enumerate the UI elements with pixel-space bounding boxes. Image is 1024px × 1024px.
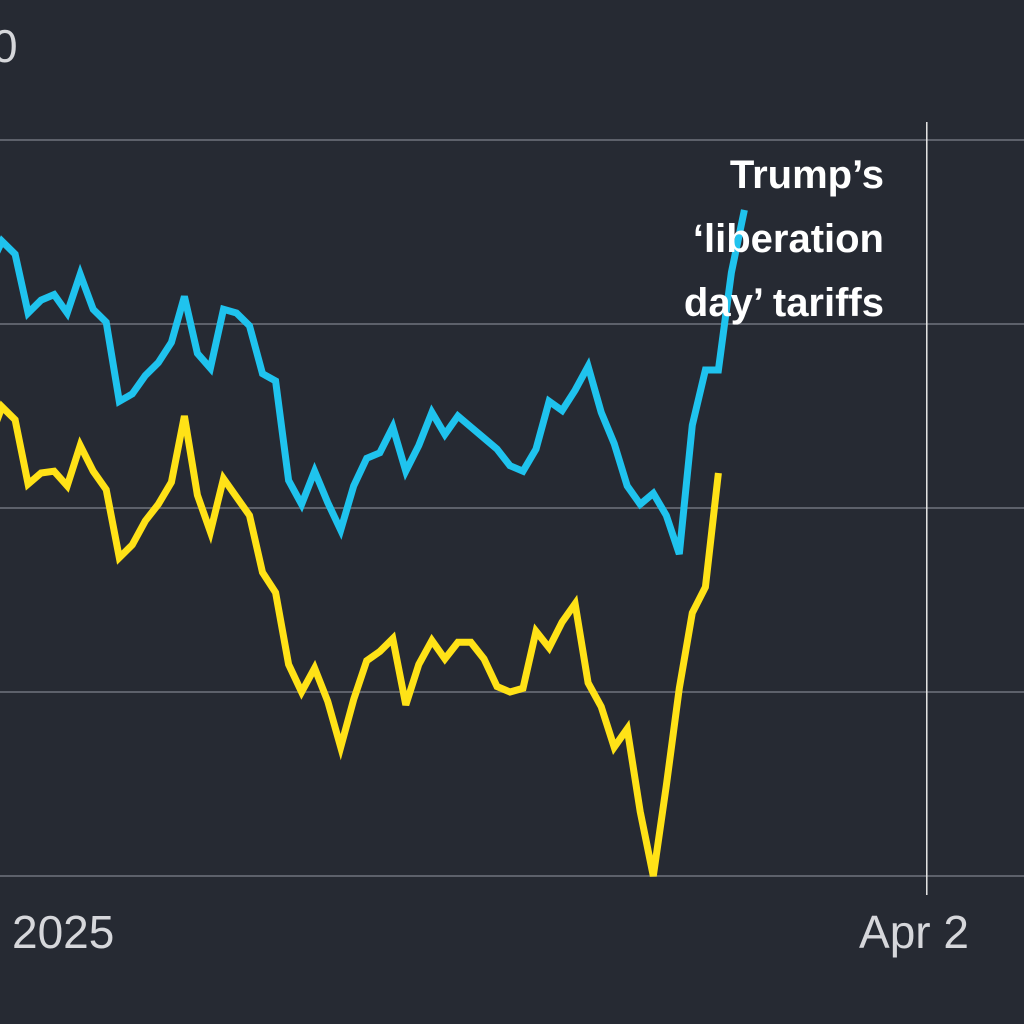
x-tick-label-apr-2: Apr 2 (859, 906, 969, 958)
series-line-1 (0, 209, 748, 556)
series-lines (0, 209, 748, 877)
annotation-text-line-2: ‘liberation (693, 217, 884, 261)
annotation-text-line-3: day’ tariffs (684, 281, 884, 325)
y-tick-label-top: 0 (0, 20, 18, 72)
annotation-text-line-1: Trump’s (730, 153, 884, 197)
gridlines (0, 139, 1024, 877)
series-line-2 (0, 400, 722, 877)
x-tick-label-2025: 2025 (12, 906, 114, 958)
